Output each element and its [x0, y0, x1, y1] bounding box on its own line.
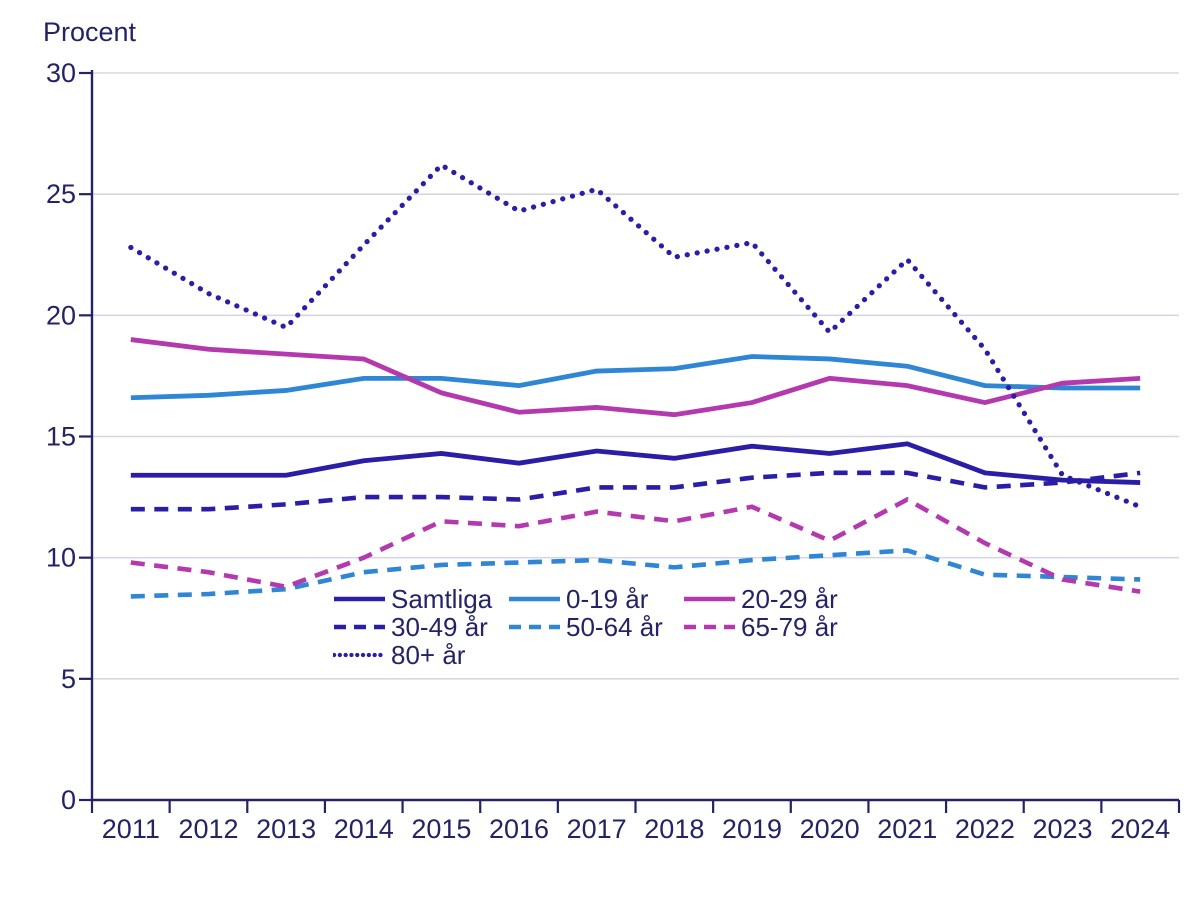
legend-item-50-64-ar: 50-64 år	[508, 613, 683, 641]
x-tick-label-2015: 2015	[411, 814, 471, 844]
y-tick-label-15: 15	[46, 422, 76, 452]
y-tick-label-20: 20	[46, 300, 76, 330]
legend-marker-solid-icon	[684, 596, 735, 602]
series-line-samtliga	[130, 441, 1141, 485]
chart-legend: Samtliga 0-19 år 20-29 år 30-49 år 50-64 år 6…	[333, 585, 838, 669]
legend-item-0-19-ar: 0-19 år	[508, 585, 683, 613]
x-tick-label-2017: 2017	[567, 814, 627, 844]
x-tick-label-2013: 2013	[256, 814, 316, 844]
legend-marker-solid-icon	[334, 596, 385, 602]
legend-label: 80+ år	[391, 640, 466, 670]
legend-item-65-79-ar: 65-79 år	[683, 613, 838, 641]
x-tick-label-2014: 2014	[334, 814, 394, 844]
x-tick-label-2016: 2016	[489, 814, 549, 844]
legend-item-samtliga: Samtliga	[333, 585, 508, 613]
x-tick-label-2021: 2021	[877, 814, 937, 844]
x-tick-label-2019: 2019	[722, 814, 782, 844]
y-tick-label-0: 0	[61, 785, 76, 815]
x-tick-label-2022: 2022	[955, 814, 1015, 844]
legend-label: 65-79 år	[741, 612, 838, 642]
legend-marker-dashed-icon	[334, 624, 385, 630]
x-tick-label-2011: 2011	[102, 814, 160, 844]
x-tick-label-2012: 2012	[178, 814, 238, 844]
legend-label: 20-29 år	[741, 584, 838, 614]
series-line-80-ar	[128, 162, 1143, 510]
series-line-50-64-ar	[130, 548, 1141, 599]
x-tick-label-2020: 2020	[800, 814, 860, 844]
y-axis-unit-label: Procent	[43, 17, 137, 47]
legend-marker-dotted-icon	[333, 652, 386, 658]
y-tick-label-5: 5	[61, 664, 76, 694]
legend-item-30-49-ar: 30-49 år	[333, 613, 508, 641]
legend-label: 50-64 år	[566, 612, 663, 642]
y-tick-label-25: 25	[46, 179, 76, 209]
legend-marker-dashed-icon	[684, 624, 735, 630]
legend-item-20-29-ar: 20-29 år	[683, 585, 838, 613]
legend-label: Samtliga	[391, 584, 493, 614]
legend-marker-solid-icon	[509, 596, 560, 602]
legend-label: 0-19 år	[566, 584, 649, 614]
x-tick-label-2018: 2018	[644, 814, 704, 844]
series-line-30-49-ar	[130, 470, 1141, 512]
x-tick-label-2024: 2024	[1110, 814, 1170, 844]
series-line-65-79-ar	[130, 496, 1141, 594]
legend-item-80-ar: 80+ år	[333, 641, 508, 669]
series-line-0-19-ar	[130, 354, 1141, 401]
legend-marker-dashed-icon	[509, 624, 560, 630]
y-tick-label-10: 10	[46, 543, 76, 573]
x-tick-label-2023: 2023	[1032, 814, 1092, 844]
series-line-20-29-ar	[130, 337, 1141, 418]
legend-label: 30-49 år	[391, 612, 488, 642]
y-tick-label-30: 30	[46, 58, 76, 88]
